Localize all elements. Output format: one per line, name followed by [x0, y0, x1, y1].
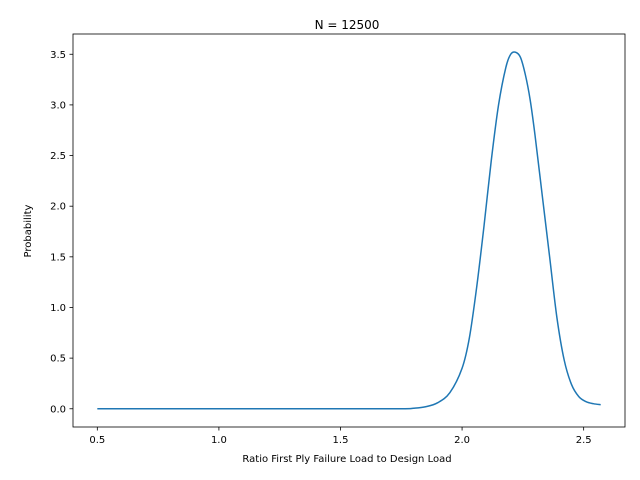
x-axis: 0.5 1.0 1.5 2.0 2.5: [89, 427, 592, 446]
y-axis: 0.0 0.5 1.0 1.5 2.0 2.5 3.0 3.5: [50, 50, 73, 415]
x-tick-label: 1.5: [333, 435, 349, 446]
y-tick-label: 2.0: [50, 202, 66, 213]
y-tick-label: 1.0: [50, 303, 66, 314]
x-tick-label: 1.0: [211, 435, 227, 446]
y-tick-label: 1.5: [50, 252, 66, 263]
y-axis-label: Probability: [23, 204, 34, 257]
x-axis-label: Ratio First Ply Failure Load to Design L…: [242, 454, 451, 465]
chart-title: N = 12500: [315, 18, 380, 32]
series-line: [97, 51, 601, 410]
y-tick-label: 0.0: [50, 404, 66, 415]
plot-area-frame: [72, 33, 626, 428]
y-tick-label: 3.0: [50, 100, 66, 111]
x-tick-label: 2.0: [454, 435, 470, 446]
y-tick-label: 0.5: [50, 354, 66, 365]
y-tick-label: 2.5: [50, 151, 66, 162]
series-layer: [97, 51, 601, 410]
y-tick-label: 3.5: [50, 50, 66, 61]
x-tick-label: 2.5: [576, 435, 592, 446]
x-tick-label: 0.5: [89, 435, 105, 446]
